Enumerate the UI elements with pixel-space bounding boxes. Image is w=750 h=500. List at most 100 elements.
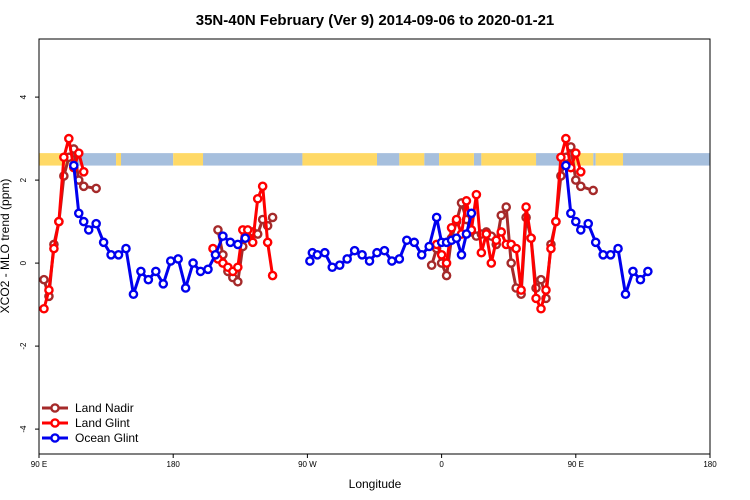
data-point xyxy=(113,249,124,260)
data-point xyxy=(188,258,198,268)
data-point xyxy=(571,175,581,185)
data-point xyxy=(128,289,139,300)
data-point xyxy=(605,249,616,260)
data-point xyxy=(327,262,338,273)
data-point xyxy=(158,279,169,289)
x-tick-label: 180 xyxy=(167,460,181,469)
data-point xyxy=(451,214,462,225)
data-point xyxy=(78,181,89,192)
series-layer xyxy=(39,133,653,314)
legend-label: Land Glint xyxy=(75,416,130,430)
band-land-segment xyxy=(595,153,624,166)
data-point xyxy=(643,266,653,277)
band-land-segment xyxy=(481,153,537,166)
band-land-segment xyxy=(173,153,204,166)
data-point xyxy=(49,243,59,254)
data-point xyxy=(242,225,253,235)
data-point xyxy=(233,262,243,273)
data-point xyxy=(506,258,516,268)
x-axis-label: Longitude xyxy=(349,477,402,491)
series-2 xyxy=(68,160,653,300)
x-tick-label: 90 E xyxy=(31,460,47,469)
y-axis: -4 -2 0 2 4 xyxy=(19,94,39,433)
data-point xyxy=(526,233,536,243)
x-tick-label: 90 E xyxy=(568,460,584,469)
y-tick-label: -4 xyxy=(19,425,28,433)
data-point xyxy=(225,237,236,248)
data-point xyxy=(233,239,243,250)
data-point xyxy=(571,216,581,227)
data-point xyxy=(91,183,101,194)
data-point xyxy=(39,303,49,314)
legend-marker xyxy=(50,433,60,443)
data-point xyxy=(267,270,278,281)
data-point xyxy=(575,166,586,177)
data-point xyxy=(305,256,315,266)
data-point xyxy=(267,212,278,223)
data-point xyxy=(476,247,487,258)
data-point xyxy=(461,196,472,206)
band-land-segment xyxy=(118,153,122,166)
x-tick-label: 0 xyxy=(439,460,444,469)
band-ocean-segment xyxy=(376,153,400,166)
data-point xyxy=(481,229,492,239)
data-point xyxy=(620,289,631,300)
data-point xyxy=(349,245,360,256)
data-point xyxy=(566,208,576,219)
data-point xyxy=(598,249,608,260)
data-point xyxy=(233,276,243,287)
data-point xyxy=(180,283,191,293)
data-point xyxy=(372,247,382,258)
band-ocean-segment xyxy=(424,153,440,166)
band-ocean-segment xyxy=(473,153,482,166)
data-point xyxy=(98,237,109,248)
data-point xyxy=(561,133,571,144)
band-ocean-segment xyxy=(623,153,710,166)
data-point xyxy=(165,256,176,266)
data-point xyxy=(379,245,390,256)
data-point xyxy=(106,249,116,260)
series-0 xyxy=(39,142,598,304)
data-point xyxy=(486,258,497,268)
y-tick-label: 0 xyxy=(19,260,28,265)
data-point xyxy=(536,303,546,314)
data-point xyxy=(516,285,526,295)
data-point xyxy=(402,235,412,246)
data-point xyxy=(78,216,89,227)
legend-label: Ocean Glint xyxy=(75,431,139,445)
surface-type-band xyxy=(39,153,710,166)
data-point xyxy=(426,260,437,270)
data-point xyxy=(436,249,447,260)
data-point xyxy=(364,256,375,266)
plot-frame xyxy=(38,38,711,455)
data-point xyxy=(73,148,84,158)
data-point xyxy=(491,235,502,246)
data-point xyxy=(387,256,397,266)
data-point xyxy=(575,181,586,192)
data-point xyxy=(91,218,101,229)
legend-label: Land Nadir xyxy=(75,401,134,415)
data-point xyxy=(501,202,512,212)
data-point xyxy=(68,160,79,171)
data-point xyxy=(635,274,646,285)
band-land-segment xyxy=(439,153,474,166)
data-point xyxy=(83,225,94,235)
data-point xyxy=(394,254,405,264)
data-point xyxy=(203,264,213,275)
data-point xyxy=(556,152,566,163)
data-point xyxy=(551,216,561,227)
data-point xyxy=(466,208,477,219)
x-tick-label: 180 xyxy=(703,460,717,469)
data-point xyxy=(54,216,64,227)
data-point xyxy=(73,208,84,219)
data-point xyxy=(521,202,531,212)
data-point xyxy=(546,243,556,254)
band-land-segment xyxy=(302,153,377,166)
data-point xyxy=(44,285,54,295)
data-point xyxy=(416,249,427,260)
data-point xyxy=(496,227,507,237)
series-1 xyxy=(39,133,586,314)
data-point xyxy=(441,258,452,268)
